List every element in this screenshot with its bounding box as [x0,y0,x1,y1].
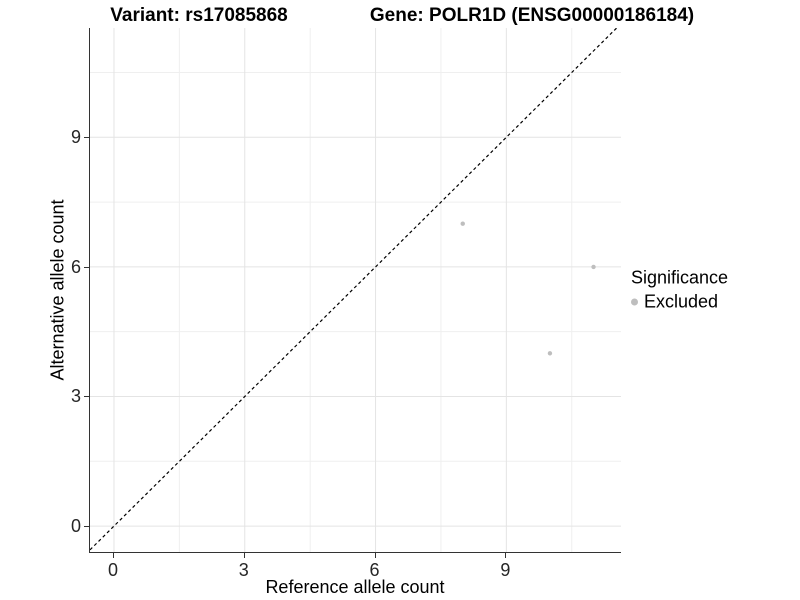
y-tick-mark [84,137,89,139]
legend: Significance Excluded [631,268,728,313]
x-tick-mark [374,553,376,558]
legend-item-excluded: Excluded [631,292,728,313]
legend-title: Significance [631,267,729,288]
x-axis-title: Reference allele count [265,577,445,597]
plot-title-gene: Gene: POLR1D (ENSG00000186184) [369,5,695,26]
y-tick-label: 0 [70,516,81,537]
y-tick-label: 3 [70,386,81,407]
plot-title-variant: Variant: rs17085868 [110,5,288,26]
x-tick-label: 0 [107,560,118,580]
x-tick-mark [505,553,507,558]
y-axis-title: Alternative allele count [47,199,68,381]
data-point [460,221,465,226]
data-point [547,351,553,356]
y-tick-mark [84,396,89,398]
y-tick-mark [84,266,89,268]
plot-svg [90,28,621,552]
y-tick-label: 6 [70,256,81,277]
x-tick-mark [243,553,245,558]
data-point [591,264,596,270]
x-tick-mark [112,553,114,558]
plot-panel [89,28,621,553]
legend-point-icon [631,298,638,306]
y-tick-mark [84,526,89,528]
y-tick-label: 9 [70,127,81,148]
legend-item-label: Excluded [644,291,719,312]
x-tick-label: 9 [500,560,511,580]
x-tick-label: 3 [238,560,249,580]
identity-reference-line [90,28,618,551]
x-tick-label: 6 [369,560,380,580]
